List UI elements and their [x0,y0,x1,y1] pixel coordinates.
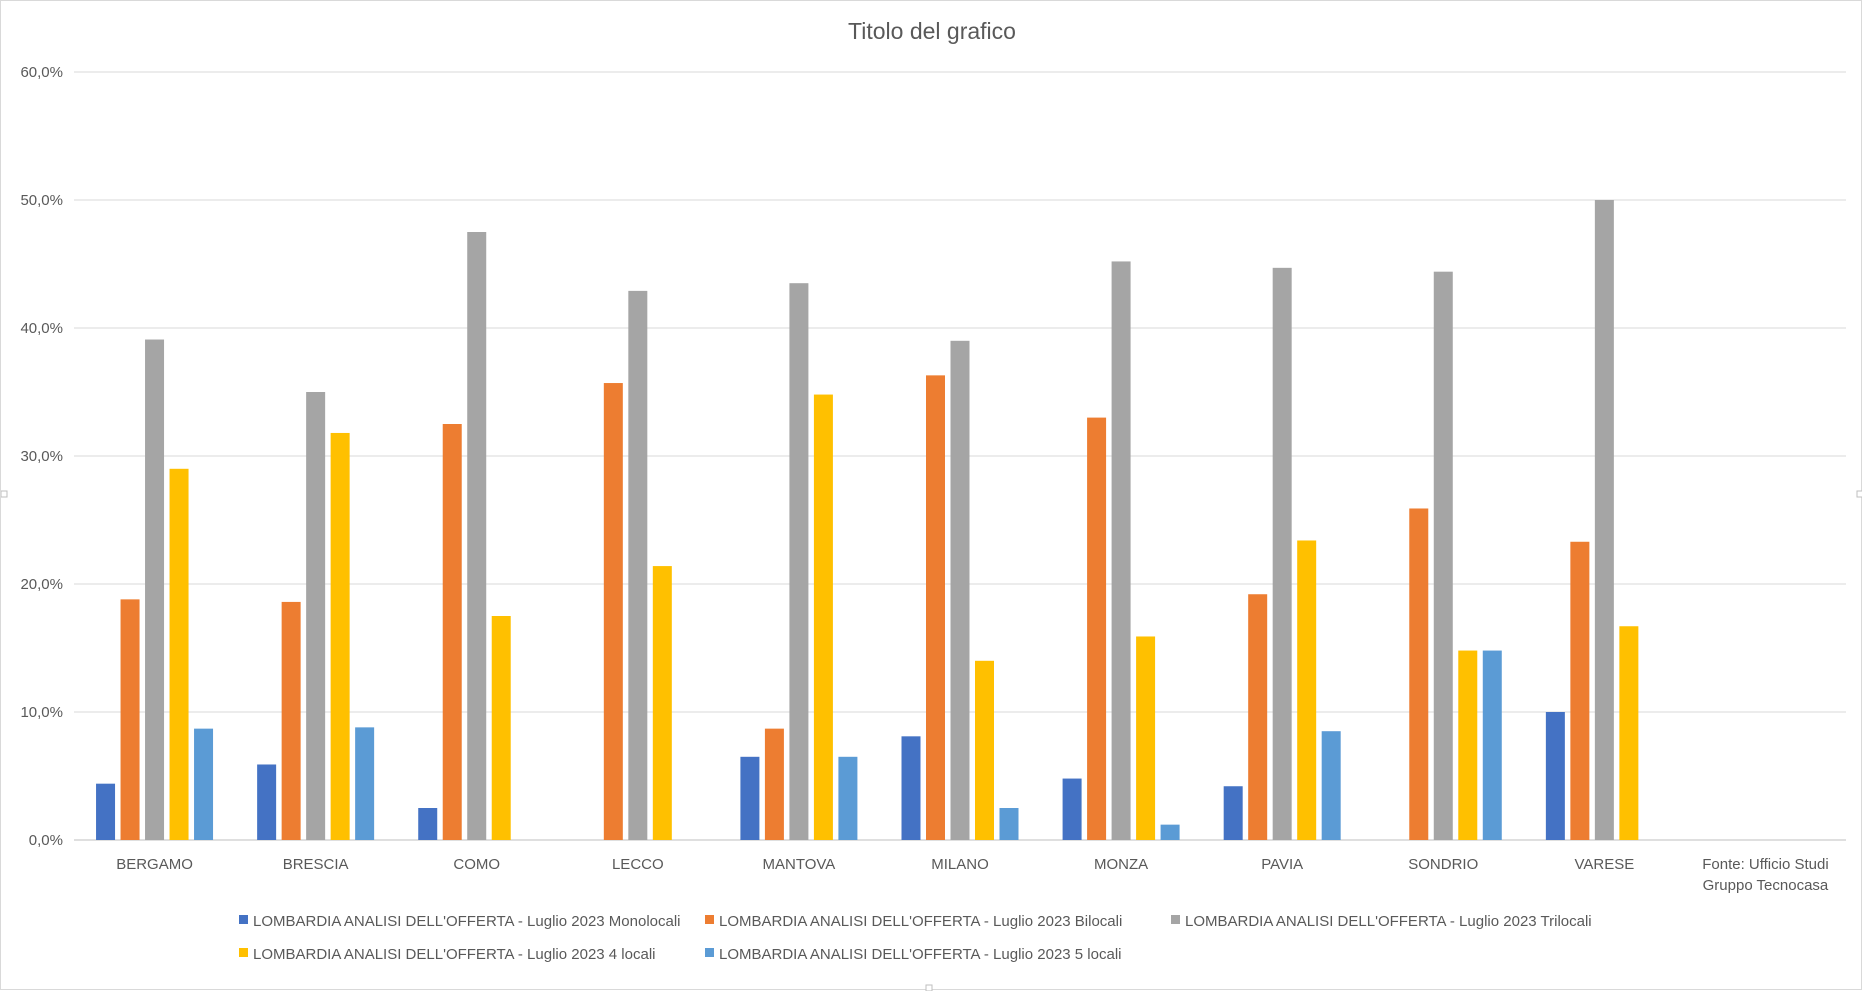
bar [120,599,140,840]
legend-swatch [239,948,248,957]
x-category-label: COMO [453,856,500,873]
bar [999,808,1019,840]
bar [1272,267,1292,841]
x-category-label: BERGAMO [116,856,193,873]
y-tick-label: 60,0% [20,64,63,81]
legend-item[interactable]: LOMBARDIA ANALISI DELL'OFFERTA - Luglio … [239,946,656,963]
bar [901,736,921,840]
x-category-label: SONDRIO [1408,856,1478,873]
y-axis-ticks: 0,0% 10,0% 20,0% 30,0% 40,0% 50,0% 60,0% [20,64,63,849]
legend-item[interactable]: LOMBARDIA ANALISI DELL'OFFERTA - Luglio … [705,913,1122,930]
bar [257,764,277,840]
x-category-label: PAVIA [1261,856,1303,873]
legend-item[interactable]: LOMBARDIA ANALISI DELL'OFFERTA - Luglio … [1171,913,1592,930]
y-tick-label: 50,0% [20,192,63,209]
bar [467,232,487,840]
bar [603,383,623,840]
bar [355,727,375,840]
bar [740,756,760,840]
legend-item[interactable]: LOMBARDIA ANALISI DELL'OFFERTA - Luglio … [705,946,1122,963]
legend-label: LOMBARDIA ANALISI DELL'OFFERTA - Luglio … [719,913,1122,930]
bar [442,424,462,840]
bar [1545,712,1565,840]
resize-handle[interactable] [1856,490,1862,498]
bar [281,601,301,840]
bar [950,340,970,840]
y-tick-label: 40,0% [20,320,63,337]
selection-handles[interactable] [1,490,1862,991]
bar [1111,261,1131,840]
legend-label: LOMBARDIA ANALISI DELL'OFFERTA - Luglio … [1185,913,1592,930]
bar [813,394,833,840]
bars [96,200,1639,841]
x-category-label: MANTOVA [763,856,836,873]
legend-label: LOMBARDIA ANALISI DELL'OFFERTA - Luglio … [253,913,681,930]
bar [1409,508,1429,840]
bar [975,660,994,840]
bar [1433,271,1453,840]
bar [1160,824,1180,840]
x-category-label: LECCO [612,856,664,873]
bar [96,783,116,840]
bar [1570,541,1590,840]
y-tick-label: 30,0% [20,448,63,465]
bar [1321,731,1341,840]
bar [1297,540,1317,840]
x-category-label: VARESE [1574,856,1634,873]
legend-item[interactable]: LOMBARDIA ANALISI DELL'OFFERTA - Luglio … [239,913,681,930]
resize-handle[interactable] [925,984,933,991]
bar [1482,650,1502,840]
legend-label: LOMBARDIA ANALISI DELL'OFFERTA - Luglio … [719,946,1122,963]
legend-swatch [239,915,248,924]
bar [789,283,809,840]
y-tick-label: 10,0% [20,704,63,721]
chart-title: Titolo del grafico [848,18,1016,44]
x-axis-labels: BERGAMO BRESCIA COMO LECCO MANTOVA MILANO MONZ… [116,856,1829,894]
bar [491,616,511,840]
bar [1248,594,1268,840]
y-tick-label: 0,0% [29,832,63,849]
legend-label: LOMBARDIA ANALISI DELL'OFFERTA - Luglio … [253,946,656,963]
bar [145,339,165,840]
bar [1062,778,1082,840]
bar [169,468,189,840]
bar [652,566,672,840]
bar [418,808,438,840]
y-tick-label: 20,0% [20,576,63,593]
bar [1619,626,1639,840]
bar [838,756,858,840]
bar [1458,650,1478,840]
x-category-label: MONZA [1094,856,1148,873]
bar [1087,417,1107,840]
bar [1223,786,1243,840]
bar [926,375,945,840]
resize-handle[interactable] [1,490,8,498]
x-category-label: MILANO [931,856,989,873]
x-category-label: BRESCIA [283,856,349,873]
bar [306,392,326,840]
legend: LOMBARDIA ANALISI DELL'OFFERTA - Luglio … [239,913,1592,963]
bar [1594,200,1614,840]
legend-swatch [705,948,714,957]
source-note-label: Fonte: Ufficio Studi [1702,856,1828,873]
bar [194,728,214,840]
bar [1136,636,1156,840]
bar [330,432,350,840]
legend-swatch [705,915,714,924]
bar [628,290,648,840]
source-note-label: Gruppo Tecnocasa [1703,877,1829,894]
bar [764,728,784,840]
legend-swatch [1171,915,1180,924]
